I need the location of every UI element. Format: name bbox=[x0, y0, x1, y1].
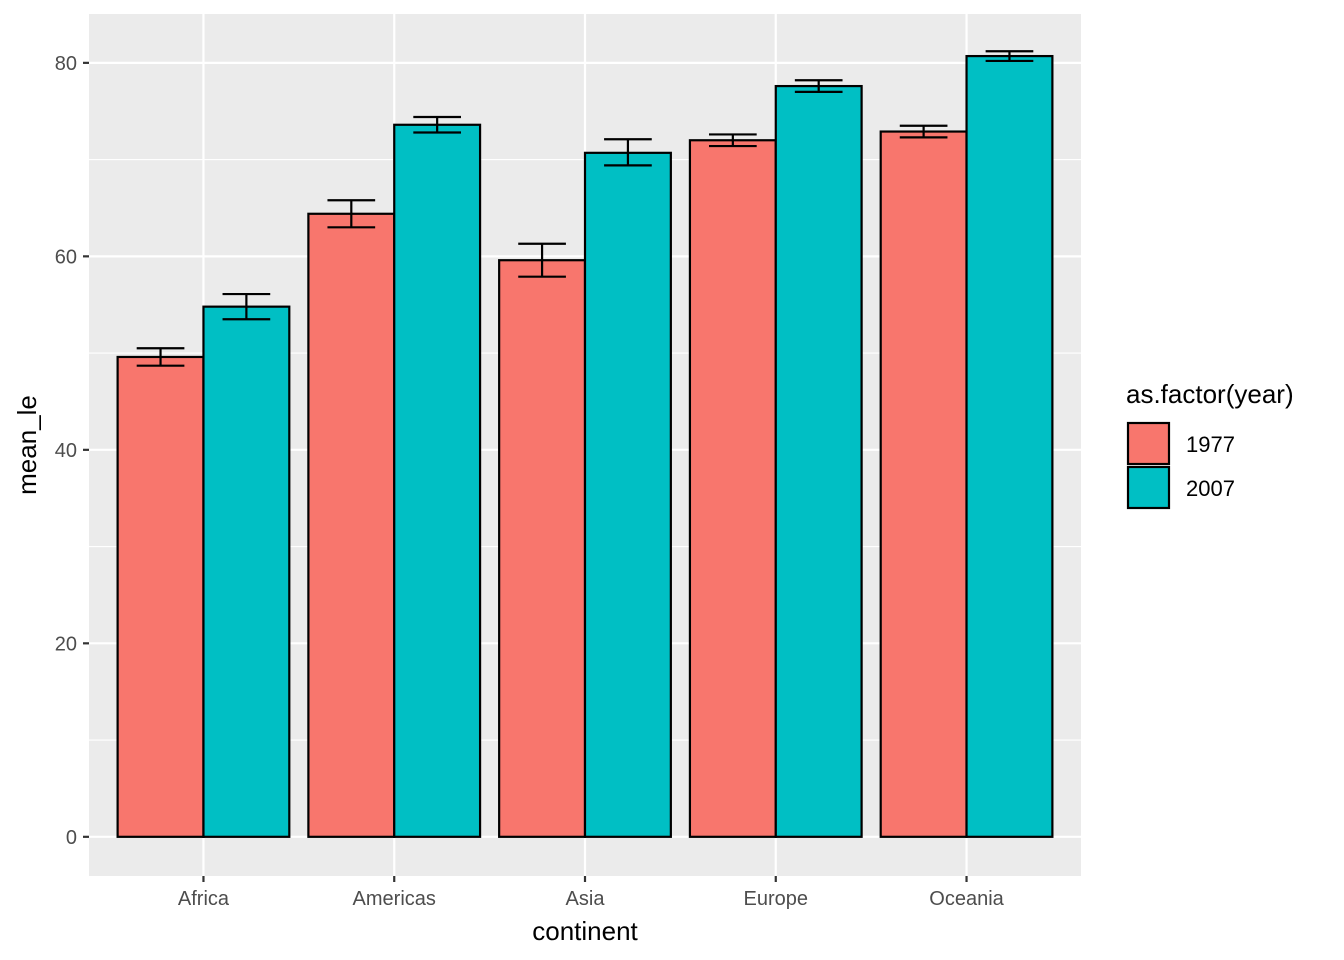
bar-2007-oceania bbox=[965, 54, 1054, 838]
y-tick-label: 20 bbox=[55, 633, 77, 655]
bar-1977-oceania bbox=[879, 130, 968, 838]
errorbar-2007-americas bbox=[413, 115, 461, 134]
bars bbox=[116, 54, 1054, 838]
bar-2007-americas bbox=[393, 123, 482, 838]
legend-title: as.factor(year) bbox=[1126, 379, 1294, 409]
legend-label-2007: 2007 bbox=[1186, 476, 1235, 501]
errorbar-1977-americas bbox=[327, 199, 376, 229]
legend-swatch-2007 bbox=[1126, 465, 1171, 510]
y-axis: 0 20 40 60 80 bbox=[55, 53, 89, 849]
legend: as.factor(year) 1977 2007 bbox=[1126, 379, 1294, 510]
legend-swatch-1977 bbox=[1126, 421, 1171, 466]
y-tick-label: 80 bbox=[55, 53, 77, 75]
y-tick-label: 60 bbox=[55, 246, 77, 268]
bar-2007-africa bbox=[202, 305, 291, 838]
bar-1977-europe bbox=[688, 139, 777, 838]
legend-label-1977: 1977 bbox=[1186, 432, 1235, 457]
errorbar-1977-europe bbox=[709, 133, 757, 148]
bar-2007-asia bbox=[583, 151, 672, 838]
y-tick-label: 40 bbox=[55, 440, 77, 462]
y-axis-title: mean_le bbox=[12, 395, 42, 495]
bar-1977-americas bbox=[307, 212, 396, 838]
errorbar-2007-europe bbox=[794, 79, 843, 93]
errorbar-2007-oceania bbox=[985, 50, 1034, 63]
errorbar-1977-africa bbox=[136, 347, 185, 367]
error-bars bbox=[136, 50, 1034, 367]
bar-1977-africa bbox=[116, 355, 205, 838]
x-tick-label: Africa bbox=[178, 888, 230, 910]
errorbar-1977-oceania bbox=[899, 124, 948, 139]
y-tick-label: 0 bbox=[66, 827, 77, 849]
errorbar-2007-asia bbox=[604, 138, 652, 167]
x-tick-label: Oceania bbox=[929, 888, 1004, 910]
errorbar-1977-asia bbox=[518, 242, 566, 278]
x-tick-label: Europe bbox=[744, 888, 809, 910]
x-tick-label: Americas bbox=[353, 888, 436, 910]
errorbar-2007-africa bbox=[222, 292, 271, 321]
bar-1977-asia bbox=[498, 259, 587, 838]
bar-2007-europe bbox=[774, 84, 863, 838]
x-axis: Africa Americas Asia Europe Oceania bbox=[178, 876, 1005, 910]
x-axis-title: continent bbox=[532, 916, 638, 946]
x-tick-label: Asia bbox=[566, 888, 606, 910]
